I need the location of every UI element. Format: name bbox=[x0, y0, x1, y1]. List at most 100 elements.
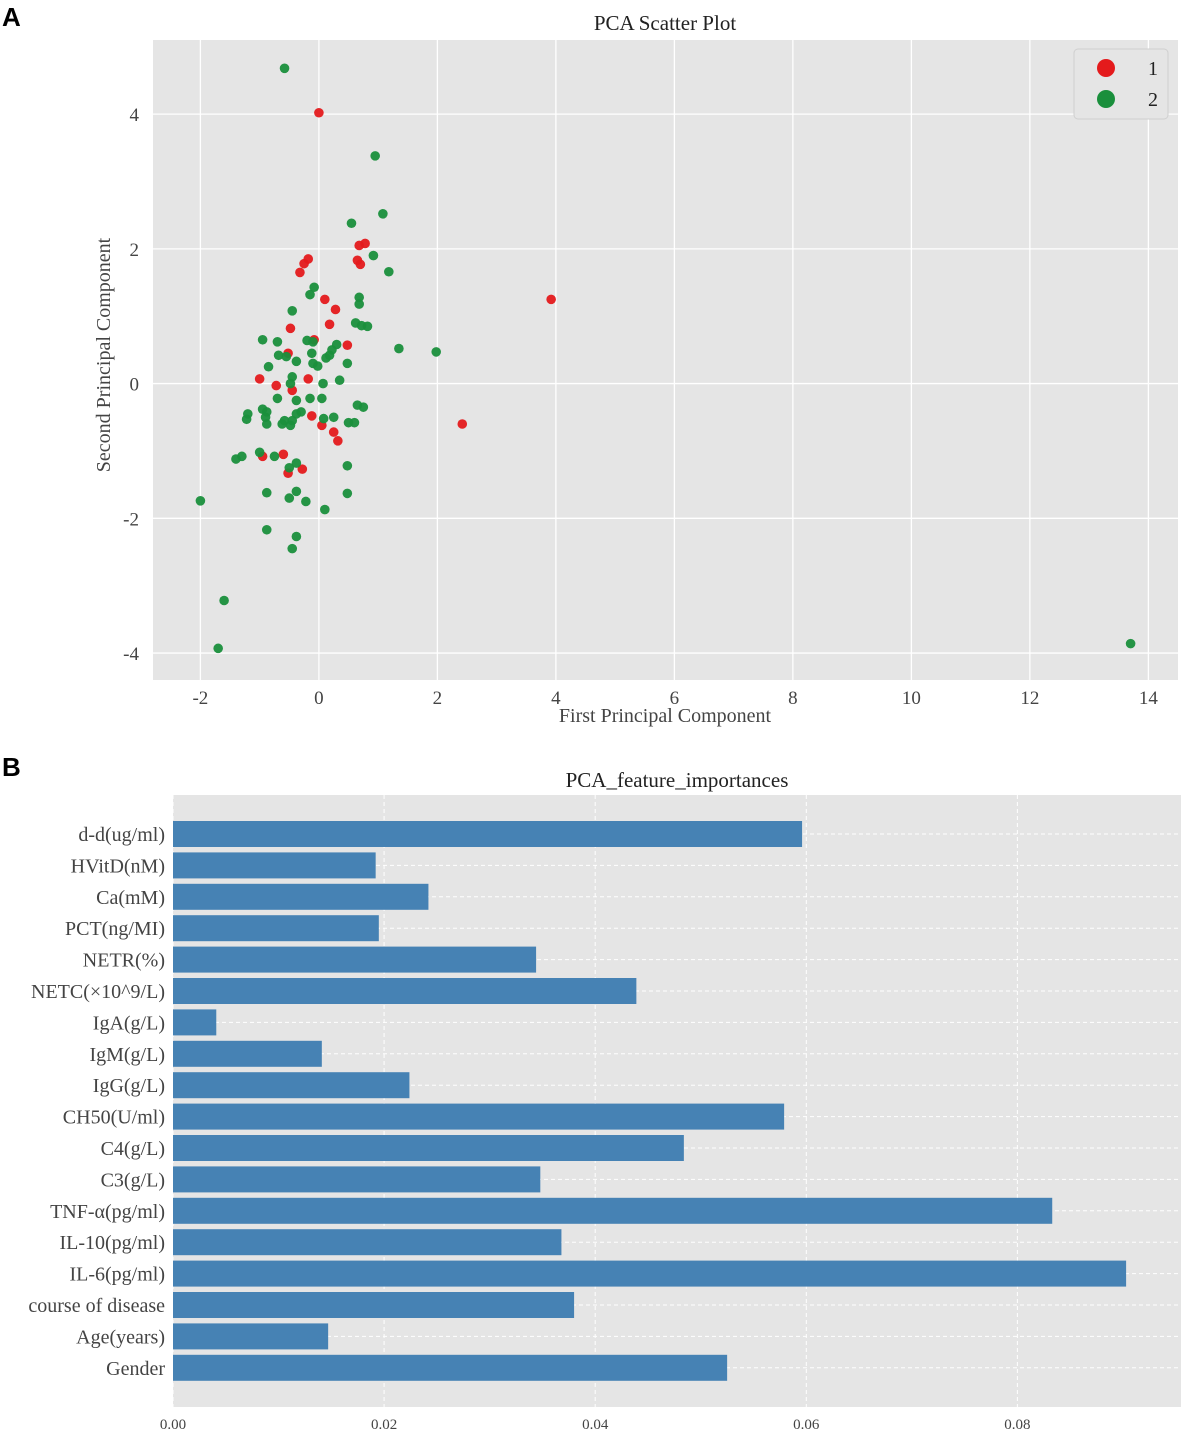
bar bbox=[173, 1103, 785, 1130]
category-label: PCT(ng/MI) bbox=[65, 918, 165, 940]
point-series-2 bbox=[318, 413, 329, 424]
point-series-2 bbox=[394, 343, 404, 354]
point-series-2 bbox=[305, 289, 315, 300]
panel-label-b: B bbox=[2, 752, 21, 782]
point-series-2 bbox=[281, 351, 292, 362]
point-series-1 bbox=[328, 427, 339, 437]
point-series-2 bbox=[273, 350, 284, 361]
bar bbox=[173, 1229, 562, 1256]
category-label: course of disease bbox=[28, 1295, 165, 1317]
y-tick-label: 0 bbox=[130, 375, 140, 396]
category-label: C3(g/L) bbox=[101, 1169, 165, 1191]
panel-label-a: A bbox=[2, 2, 21, 32]
point-series-2 bbox=[349, 417, 360, 428]
point-series-2 bbox=[231, 454, 241, 464]
category-label: Ca(mM) bbox=[96, 887, 165, 909]
point-series-2 bbox=[284, 493, 295, 503]
bar-tick-labels: 0.00 0.02 0.04 0.06 0.08 bbox=[160, 1417, 1031, 1431]
bar bbox=[173, 1260, 1127, 1287]
x-tick-label: 0.02 bbox=[371, 1417, 397, 1431]
bar bbox=[173, 1135, 684, 1161]
point-series-2 bbox=[291, 486, 302, 497]
category-label: IgG(g/L) bbox=[93, 1075, 165, 1097]
y-tick-label: -2 bbox=[123, 509, 139, 530]
x-tick-label: -2 bbox=[192, 688, 208, 709]
point-series-2 bbox=[317, 393, 327, 404]
point-series-2 bbox=[287, 306, 298, 316]
bar bbox=[173, 1072, 410, 1099]
bar bbox=[173, 1009, 217, 1036]
point-series-2 bbox=[431, 347, 442, 357]
legend-marker-1 bbox=[1097, 59, 1115, 77]
point-series-2 bbox=[261, 487, 272, 498]
bar bbox=[173, 1323, 329, 1350]
point-series-2 bbox=[195, 496, 206, 506]
category-label: C4(g/L) bbox=[101, 1138, 165, 1160]
point-series-1 bbox=[546, 294, 556, 305]
x-tick-label: 6 bbox=[670, 688, 680, 709]
legend-label-2: 2 bbox=[1148, 89, 1158, 111]
point-series-1 bbox=[295, 267, 305, 278]
point-series-2 bbox=[263, 361, 274, 372]
point-series-1 bbox=[271, 380, 282, 391]
point-series-2 bbox=[328, 412, 339, 423]
point-series-2 bbox=[272, 393, 283, 404]
category-label: NETR(%) bbox=[83, 950, 165, 972]
point-series-1 bbox=[354, 240, 364, 251]
point-series-1 bbox=[324, 319, 335, 330]
scatter-y-axis-label: Second Principal Component bbox=[93, 237, 115, 472]
point-series-2 bbox=[285, 378, 296, 389]
point-series-2 bbox=[257, 334, 268, 345]
point-series-2 bbox=[261, 419, 272, 429]
category-label: IL-10(pg/ml) bbox=[59, 1232, 165, 1254]
point-series-1 bbox=[330, 304, 341, 315]
bar-category-labels: d-d(ug/ml) HVitD(nM) Ca(mM) PCT(ng/MI) NETR(… bbox=[28, 824, 165, 1380]
x-tick-label: 2 bbox=[433, 688, 443, 709]
point-series-2 bbox=[318, 378, 328, 389]
scatter-x-axis-label: First Principal Component bbox=[559, 705, 772, 727]
y-tick-label: 2 bbox=[130, 240, 140, 261]
bar bbox=[173, 883, 429, 910]
bar bbox=[173, 1197, 1053, 1224]
x-tick-label: 14 bbox=[1139, 688, 1159, 709]
point-series-2 bbox=[291, 395, 302, 406]
point-series-1 bbox=[278, 449, 289, 460]
point-series-1 bbox=[285, 323, 296, 334]
point-series-2 bbox=[324, 350, 335, 361]
scatter-points bbox=[195, 63, 1136, 654]
point-series-2 bbox=[287, 543, 298, 554]
category-label: d-d(ug/ml) bbox=[78, 824, 165, 846]
point-series-1 bbox=[299, 258, 309, 269]
point-series-2 bbox=[342, 460, 353, 471]
point-series-2 bbox=[277, 419, 287, 429]
point-series-2 bbox=[213, 643, 223, 654]
point-series-2 bbox=[334, 375, 345, 386]
point-series-2 bbox=[354, 292, 364, 303]
point-series-2 bbox=[284, 462, 295, 473]
point-series-2 bbox=[279, 63, 290, 74]
category-label: IgM(g/L) bbox=[89, 1044, 165, 1066]
point-series-2 bbox=[309, 282, 319, 293]
category-label: TNF-α(pg/ml) bbox=[50, 1201, 165, 1223]
point-series-2 bbox=[291, 531, 302, 542]
point-series-1 bbox=[314, 107, 324, 118]
scatter-title: PCA Scatter Plot bbox=[594, 11, 737, 35]
x-tick-label: 0 bbox=[314, 688, 324, 709]
y-tick-label: -4 bbox=[123, 644, 139, 665]
category-label: NETC(×10^9/L) bbox=[31, 981, 165, 1003]
bar bbox=[173, 915, 379, 942]
point-series-1 bbox=[457, 419, 468, 429]
point-series-2 bbox=[306, 348, 317, 359]
category-label: IgA(g/L) bbox=[93, 1012, 165, 1034]
point-series-2 bbox=[308, 337, 318, 347]
point-series-2 bbox=[219, 595, 229, 606]
category-label: CH50(U/ml) bbox=[63, 1107, 165, 1129]
point-series-2 bbox=[241, 414, 252, 425]
point-series-2 bbox=[354, 299, 364, 309]
x-tick-label: 4 bbox=[551, 688, 561, 709]
legend-marker-2 bbox=[1097, 90, 1115, 108]
bar bbox=[173, 978, 637, 1004]
point-series-2 bbox=[269, 451, 280, 462]
legend-label-1: 1 bbox=[1148, 58, 1158, 80]
x-tick-label: 0.00 bbox=[160, 1417, 186, 1431]
